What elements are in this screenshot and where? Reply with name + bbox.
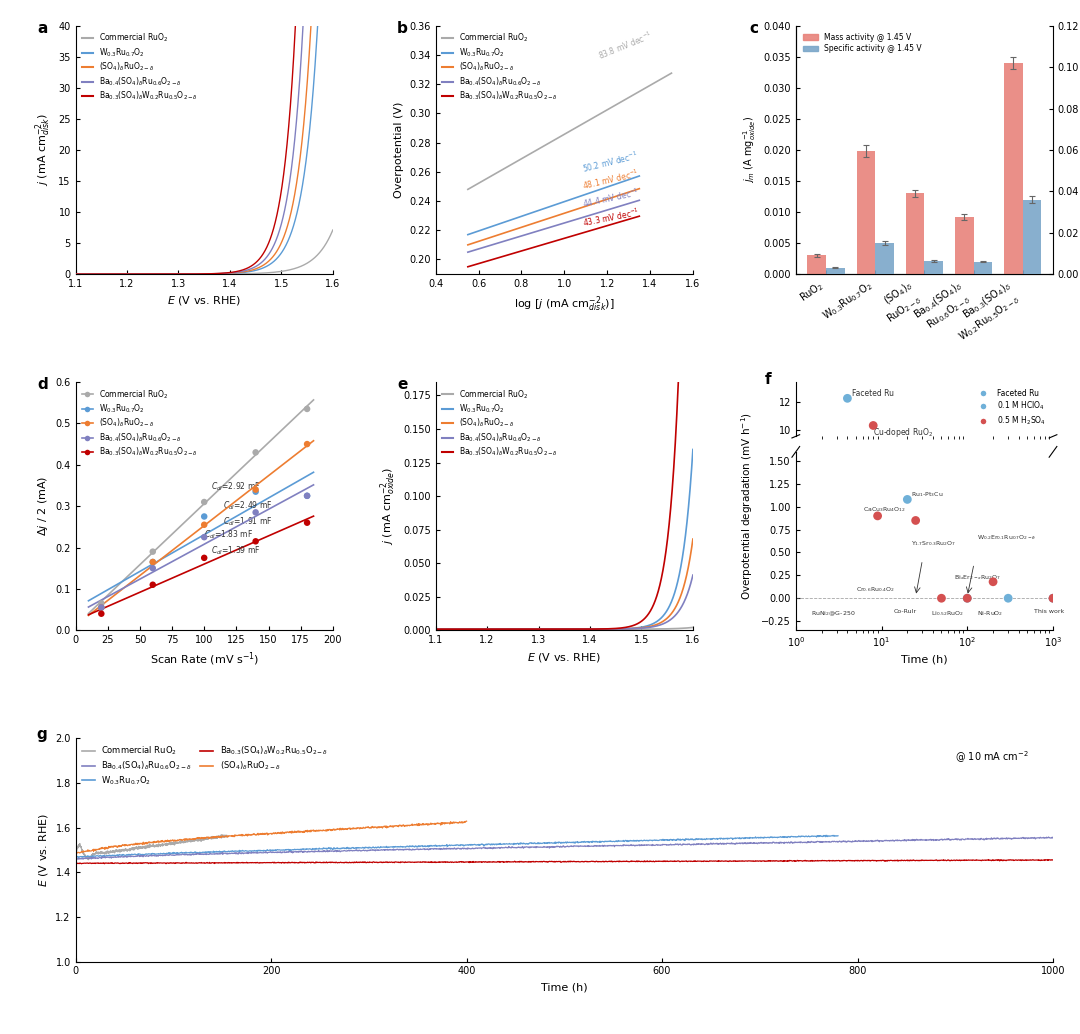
Text: b: b [397,21,408,36]
Point [1044,590,1062,607]
Point [247,505,265,521]
Y-axis label: $j_m$ (A mg$^{-1}_{oxide}$): $j_m$ (A mg$^{-1}_{oxide}$) [741,117,758,183]
Text: CaCu$_3$Ru$_4$O$_{12}$: CaCu$_3$Ru$_4$O$_{12}$ [863,506,905,514]
Point [247,481,265,497]
Point [195,517,213,534]
Y-axis label: $\Delta j$ / 2 (mA): $\Delta j$ / 2 (mA) [36,476,50,537]
Text: a: a [37,21,48,36]
X-axis label: $E$ (V vs. RHE): $E$ (V vs. RHE) [527,650,602,664]
Text: 50.2 mV dec$^{-1}$: 50.2 mV dec$^{-1}$ [581,149,640,175]
Point [195,550,213,567]
Y-axis label: $j$ (mA cm$^{-2}_{disk}$): $j$ (mA cm$^{-2}_{disk}$) [33,114,53,186]
Point [93,596,110,612]
Legend: Mass activity @ 1.45 V, Specific activity @ 1.45 V: Mass activity @ 1.45 V, Specific activit… [799,30,924,56]
Text: $C_{dl}$=1.39 mF: $C_{dl}$=1.39 mF [211,545,260,557]
Point [144,544,161,560]
Text: W$_{0.2}$Er$_{0.1}$Ru$_{0.7}$O$_{2-\delta}$: W$_{0.2}$Er$_{0.1}$Ru$_{0.7}$O$_{2-\delt… [977,533,1037,542]
Text: 43.3 mV dec$^{-1}$: 43.3 mV dec$^{-1}$ [581,206,640,229]
Point [247,444,265,460]
Point [93,600,110,616]
Text: Cr$_{0.6}$Ru$_{0.4}$O$_2$: Cr$_{0.6}$Ru$_{0.4}$O$_2$ [855,585,894,594]
Bar [875,243,894,274]
Text: Ni-RuO$_2$: Ni-RuO$_2$ [977,609,1003,618]
Text: $C_{dl}$=2.49 mF: $C_{dl}$=2.49 mF [224,499,273,512]
Point [247,483,265,499]
Legend: Commercial RuO$_2$, W$_{0.3}$Ru$_{0.7}$O$_2$, (SO$_4$)$_\delta$RuO$_{2-\delta}$,: Commercial RuO$_2$, W$_{0.3}$Ru$_{0.7}$O… [80,30,201,104]
X-axis label: log [$j$ (mA cm$^{-2}_{disk}$)]: log [$j$ (mA cm$^{-2}_{disk}$)] [514,295,615,314]
Point [298,400,315,417]
Point [93,600,110,616]
X-axis label: Scan Rate (mV s$^{-1}$): Scan Rate (mV s$^{-1}$) [149,650,259,668]
Text: f: f [765,372,771,388]
Legend: Commercial RuO$_2$, W$_{0.3}$Ru$_{0.7}$O$_2$, (SO$_4$)$_\delta$RuO$_{2-\delta}$,: Commercial RuO$_2$, W$_{0.3}$Ru$_{0.7}$O… [440,30,561,104]
Bar [1023,200,1041,274]
Text: Li$_{0.52}$RuO$_2$: Li$_{0.52}$RuO$_2$ [931,609,964,618]
Point [959,590,976,607]
Point [298,488,315,505]
Point [195,529,213,546]
Bar [826,268,845,274]
Text: Overpotential degradation (mV h$^{-1}$): Overpotential degradation (mV h$^{-1}$) [740,413,755,600]
Legend: Commercial RuO$_2$, W$_{0.3}$Ru$_{0.7}$O$_2$, (SO$_4$)$_\delta$RuO$_{2-\delta}$,: Commercial RuO$_2$, W$_{0.3}$Ru$_{0.7}$O… [80,386,201,460]
Point [93,606,110,622]
Legend: Commercial RuO$_2$, Ba$_{0.4}$(SO$_4$)$_\delta$Ru$_{0.6}$O$_{2-\delta}$, W$_{0.3: Commercial RuO$_2$, Ba$_{0.4}$(SO$_4$)$_… [80,742,330,789]
Bar [906,193,924,274]
Point [144,554,161,571]
Point [865,417,882,433]
Text: Ru$_1$-Pt$_3$Cu: Ru$_1$-Pt$_3$Cu [910,490,943,499]
Text: $C_{dl}$=2.92 mF: $C_{dl}$=2.92 mF [211,481,260,493]
Text: 48.1 mV dec$^{-1}$: 48.1 mV dec$^{-1}$ [581,168,640,192]
X-axis label: $E$ (V vs. RHE): $E$ (V vs. RHE) [167,295,241,307]
X-axis label: Time (h): Time (h) [901,655,948,665]
Bar [1004,63,1023,274]
Text: c: c [750,21,758,36]
Text: Bi$_x$Er$_{2-x}$Ru$_2$O$_7$: Bi$_x$Er$_{2-x}$Ru$_2$O$_7$ [954,573,1001,582]
Point [298,488,315,505]
Point [144,554,161,571]
Point [144,577,161,594]
Text: Cu-doped RuO$_2$: Cu-doped RuO$_2$ [874,426,933,439]
Point [999,590,1016,607]
Text: 44.4 mV dec$^{-1}$: 44.4 mV dec$^{-1}$ [581,186,640,210]
Bar [924,261,943,274]
Point [195,494,213,511]
Bar [808,255,826,274]
Bar [973,262,993,274]
Y-axis label: $j$ (mA cm$^{-2}_{oxide}$): $j$ (mA cm$^{-2}_{oxide}$) [378,467,397,545]
Point [839,390,856,406]
Point [298,515,315,531]
Bar [955,217,973,274]
Legend: Faceted Ru, 0.1 M HClO$_4$, 0.5 M H$_2$SO$_4$: Faceted Ru, 0.1 M HClO$_4$, 0.5 M H$_2$S… [973,386,1049,430]
Text: 83.8 mV dec$^{-1}$: 83.8 mV dec$^{-1}$ [596,29,654,62]
Y-axis label: Overpotential (V): Overpotential (V) [393,101,404,199]
Text: This work: This work [1034,609,1064,614]
Point [1044,590,1062,607]
Text: @ 10 mA cm$^{-2}$: @ 10 mA cm$^{-2}$ [955,750,1028,765]
Text: d: d [37,377,48,392]
Text: g: g [37,727,48,742]
Text: $C_{dl}$=1.83 mF: $C_{dl}$=1.83 mF [204,528,254,541]
Point [985,574,1002,590]
Point [959,590,976,607]
Point [144,560,161,577]
Point [899,491,916,508]
Point [298,435,315,452]
Point [247,534,265,550]
Y-axis label: $E$ (V vs. RHE): $E$ (V vs. RHE) [37,813,50,887]
Legend: Commercial RuO$_2$, W$_{0.3}$Ru$_{0.7}$O$_2$, (SO$_4$)$_\delta$RuO$_{2-\delta}$,: Commercial RuO$_2$, W$_{0.3}$Ru$_{0.7}$O… [440,386,561,460]
Text: Co-RuIr: Co-RuIr [894,609,917,614]
Point [933,590,950,607]
Text: e: e [397,377,407,392]
Text: $C_{dl}$=1.91 mF: $C_{dl}$=1.91 mF [224,516,273,528]
Text: RuNi$_2$@G-250: RuNi$_2$@G-250 [811,609,855,618]
X-axis label: Time (h): Time (h) [541,982,588,992]
Point [93,600,110,616]
Bar [856,151,875,274]
Point [195,509,213,525]
Point [869,508,887,524]
Point [907,512,924,528]
Text: Faceted Ru: Faceted Ru [852,390,894,398]
Text: Y$_{1.7}$Sr$_{0.3}$Ru$_2$O$_7$: Y$_{1.7}$Sr$_{0.3}$Ru$_2$O$_7$ [910,539,956,548]
